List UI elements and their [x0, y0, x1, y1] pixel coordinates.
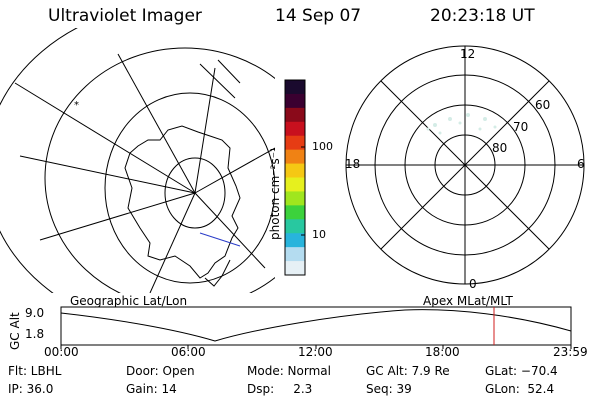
timeline-y-tick-bottom: 1.8	[25, 327, 45, 341]
timeline-x-tick-3: 18:00	[425, 345, 460, 359]
colorbar-stripe	[285, 205, 305, 220]
polar-diagonal	[380, 80, 550, 250]
polar-plot	[345, 45, 585, 285]
mlt-label-12: 12	[460, 47, 476, 61]
lon-line	[149, 192, 196, 293]
lon-line	[194, 67, 216, 194]
lat-circle-outer	[44, 47, 275, 293]
param-ip: IP: 36.0	[8, 382, 54, 396]
timeline-y-axis-label: GC Alt	[8, 312, 22, 350]
colorbar-stripe	[285, 149, 305, 165]
aurora-speckle	[426, 113, 497, 135]
colorbar-stripe	[285, 233, 305, 248]
colorbar	[284, 79, 306, 276]
pole-marker: *	[74, 100, 79, 111]
colorbar-stripe	[285, 121, 305, 137]
instrument-title: Ultraviolet Imager	[48, 6, 202, 26]
colorbar-stripe	[285, 219, 305, 234]
colorbar-stripe	[285, 191, 305, 206]
timeline-plot	[60, 306, 572, 349]
edge-line	[199, 59, 241, 99]
colorbar-stripe	[285, 247, 305, 262]
colorbar-stripes	[285, 80, 305, 276]
lon-line	[39, 192, 196, 241]
colorbar-tick-10: 10	[312, 228, 326, 241]
timeline-x-tick-4: 23:59	[553, 345, 588, 359]
timeline-y-tick-top: 9.0	[25, 306, 45, 320]
param-gain: Gain: 14	[126, 382, 177, 396]
timeline-right-label: Apex MLat/MLT	[423, 294, 513, 308]
colorbar-unit-label: photon cm⁻²s⁻¹	[268, 147, 282, 240]
param-dsp: Dsp: 2.3	[247, 382, 313, 396]
colorbar-stripe	[285, 80, 305, 95]
param-gc-alt: GC Alt: 7.9 Re	[366, 364, 450, 378]
altitude-curve	[60, 309, 572, 342]
colorbar-stripe	[285, 177, 305, 192]
mlt-label-6: 6	[577, 157, 585, 171]
param-glon: GLon: 52.4	[485, 382, 555, 396]
colorbar-tick-100: 100	[312, 140, 333, 153]
lon-line	[19, 155, 196, 194]
coastline	[124, 125, 241, 279]
lat-label-80: 80	[492, 141, 508, 155]
coastline-peninsula	[204, 259, 231, 287]
mlt-label-18: 18	[345, 157, 361, 171]
timeline-x-tick-2: 12:00	[298, 345, 333, 359]
timeline-x-tick-1: 06:00	[171, 345, 206, 359]
lon-line	[194, 147, 275, 194]
lon-line	[117, 53, 196, 194]
lon-line	[14, 82, 196, 194]
time-label: 20:23:18 UT	[430, 6, 535, 26]
lon-line	[194, 192, 266, 269]
param-seq: Seq: 39	[366, 382, 412, 396]
colorbar-stripe	[285, 261, 305, 276]
colorbar-stripe	[285, 107, 305, 123]
geographic-map: *	[0, 28, 275, 293]
mlt-label-0: 0	[469, 277, 477, 291]
colorbar-frame	[284, 79, 306, 276]
lat-circle-inner	[164, 157, 226, 229]
timeline-x-tick-0: 00:00	[44, 345, 79, 359]
colorbar-stripe	[285, 163, 305, 178]
colorbar-stripe	[285, 93, 305, 109]
date-label: 14 Sep 07	[275, 6, 362, 26]
lat-circle-mid	[104, 92, 275, 284]
timeline-left-label: Geographic Lat/Lon	[70, 294, 188, 308]
param-filter: Flt: LBHL	[8, 364, 62, 378]
param-mode: Mode: Normal	[247, 364, 331, 378]
param-glat: GLat: −70.4	[485, 364, 558, 378]
param-door: Door: Open	[126, 364, 195, 378]
colorbar-stripe	[285, 135, 305, 151]
terminator-line	[199, 232, 241, 247]
lat-label-70: 70	[513, 120, 529, 134]
lat-label-60: 60	[535, 98, 551, 112]
